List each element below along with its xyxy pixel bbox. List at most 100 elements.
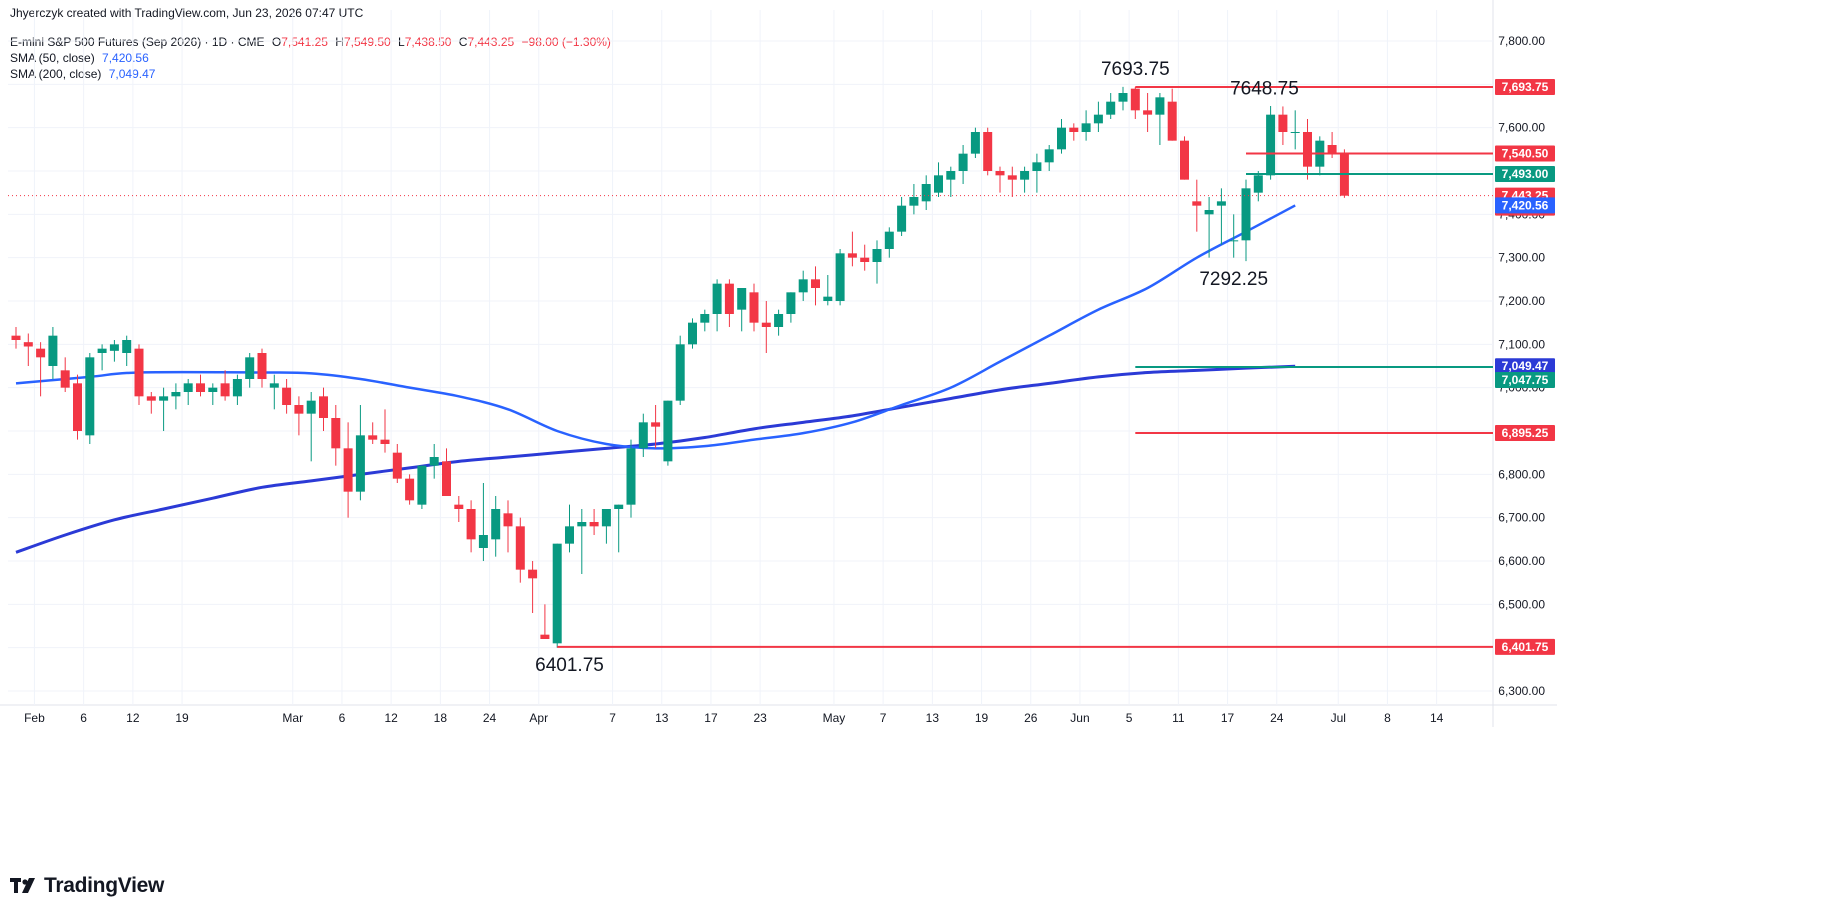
candle [983,127,993,176]
candle-body [565,526,574,544]
candle [761,301,771,353]
sma200-value: 7,049.47 [108,67,156,81]
candle [491,496,501,557]
candle [1167,88,1177,141]
x-tick-label: 24 [1270,711,1284,725]
candle [663,400,673,466]
candle [835,249,845,306]
symbol-legend[interactable]: E-mini S&P 500 Futures (Sep 2026) · 1D ·… [10,35,615,49]
x-tick-label: 7 [609,711,616,725]
sma200-badge: 7,049.47 [1495,358,1555,375]
open-label: O [271,35,282,49]
price-axis: 7,800.007,700.007,600.007,500.007,400.00… [1498,34,1545,698]
candle [405,474,415,505]
candle-body [675,344,685,401]
candle-body [823,296,833,301]
x-tick-label: 5 [1126,711,1133,725]
candle-body [1106,101,1116,115]
candle [626,439,636,518]
candle [392,444,402,483]
x-tick-label: 12 [126,711,140,725]
candle [1303,119,1312,180]
candle [1032,153,1042,193]
candle [1069,123,1079,141]
x-tick-label: 8 [1384,711,1391,725]
tradingview-logo-icon [10,875,38,897]
candle-body [171,392,181,397]
candle-body [331,418,341,449]
chart-grid [0,0,1557,727]
sma50-badge: 7,420.56 [1495,197,1555,214]
candle [208,383,218,405]
price-annotation: 7693.75 [1101,59,1170,80]
x-tick-label: 6 [80,711,87,725]
candle-body [343,448,353,492]
candle [319,387,328,431]
candle-body [11,335,21,340]
candle [737,288,747,332]
x-tick-label: 13 [926,711,940,725]
candle-body [1192,201,1202,206]
candle [823,275,833,306]
candle [73,374,82,440]
sma200-badge-bg [1495,358,1555,375]
candle [11,327,21,349]
candle-body [638,422,648,449]
candle-body [577,522,587,527]
price-badges: 7,693.75 7,540.50 7,493.00 6,895.25 6,401.75… [1495,79,1555,655]
candle [417,465,427,509]
candle [577,509,587,574]
candle-body [85,357,95,436]
candle-body [970,132,980,154]
candle-body [860,257,870,262]
y-tick-label: 6,800.00 [1498,467,1545,481]
level-badge-label: 6,895.25 [1502,426,1549,440]
x-tick-label: 24 [483,711,497,725]
candle [798,270,808,301]
y-tick-label: 6,700.00 [1498,511,1545,525]
candle-body [1007,175,1017,180]
candle [1204,197,1214,258]
candle [134,344,144,405]
candle [946,166,956,197]
level-lines [8,86,1493,648]
candle-body [847,253,857,258]
candle [36,342,46,397]
sma200-legend[interactable]: SMA (200, close) 7,049.47 [10,67,159,81]
candle-body [995,171,1005,176]
candle [23,333,33,366]
level-badge-bg [1495,425,1555,442]
candle-body [761,322,771,327]
candle-body [417,465,427,505]
candle-body [60,370,70,388]
candle-body [257,353,267,379]
candle-body [208,387,218,392]
candle-body [749,292,759,323]
sma50-legend[interactable]: SMA (50, close) 7,420.56 [10,51,153,65]
candle [1081,110,1091,141]
tradingview-logo[interactable]: TradingView [10,874,164,898]
candle [183,379,193,405]
candle [724,279,734,327]
level-badge-label: 7,493.00 [1502,167,1549,181]
candle-body [614,504,624,509]
level-badge: 7,493.00 [1495,166,1555,183]
x-tick-label: 6 [339,711,346,725]
candle-body [1241,188,1251,241]
candle [306,392,316,462]
candle-body [1266,114,1276,176]
candle-body [109,344,119,351]
candle [257,348,267,388]
x-tick-label: 11 [1172,711,1185,725]
candle [1130,86,1140,119]
candle-body [1180,140,1189,180]
candle-body [601,509,611,527]
candle-body [1278,114,1288,132]
candle-body [1327,145,1337,154]
level-badge-bg [1495,166,1555,183]
tradingview-logo-text: TradingView [44,874,165,897]
candle-body [380,439,390,444]
candle [1180,136,1189,180]
candle [565,504,574,553]
